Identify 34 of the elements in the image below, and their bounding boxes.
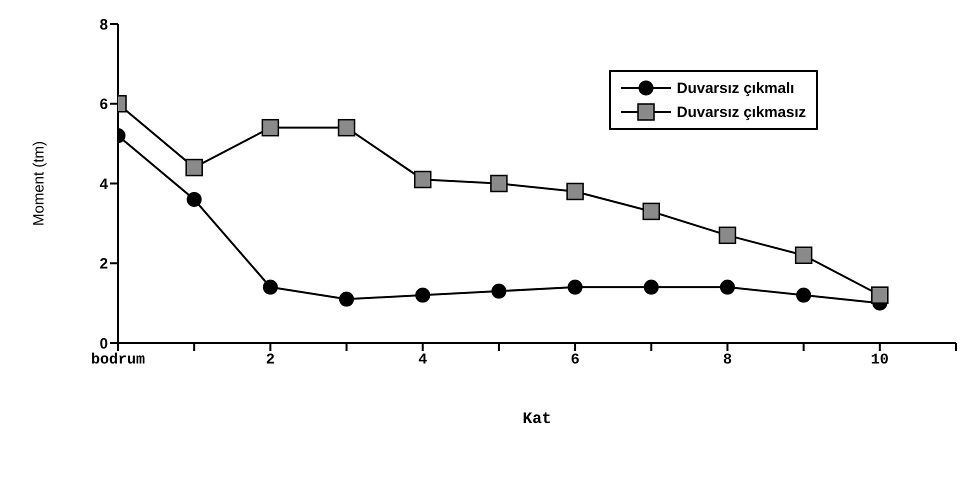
point — [491, 284, 506, 299]
legend-label: Duvarsız çıkmasız — [676, 104, 806, 120]
point — [185, 158, 203, 176]
point — [566, 182, 584, 200]
x-tick-label: 8 — [722, 352, 732, 369]
point — [796, 288, 812, 303]
y-tick-label: 4 — [100, 176, 109, 193]
point — [262, 118, 280, 136]
point — [568, 280, 583, 295]
point — [794, 246, 812, 264]
x-axis-title: Kat — [522, 410, 552, 428]
point — [186, 192, 202, 207]
y-tick-label: 8 — [100, 16, 108, 34]
point — [644, 280, 659, 295]
x-tick-label: 2 — [266, 352, 275, 369]
point — [718, 226, 736, 244]
legend-label: Duvarsız çıkmalı — [676, 80, 794, 96]
point — [720, 280, 735, 295]
point — [339, 292, 354, 307]
y-axis-title: Moment (tm) — [30, 140, 48, 226]
point — [490, 174, 508, 192]
y-tick-label: 0 — [100, 335, 108, 352]
y-tick-label: 6 — [100, 96, 108, 114]
y-tick-label: 2 — [100, 256, 108, 273]
point — [262, 280, 278, 295]
point — [642, 202, 660, 220]
point — [871, 286, 889, 304]
point — [415, 288, 430, 303]
x-tick-label: 10 — [870, 352, 889, 369]
point — [414, 170, 432, 188]
point — [338, 118, 356, 136]
x-tick-label: bodrum — [90, 352, 146, 369]
x-tick-label: 6 — [570, 352, 580, 369]
x-tick-label: 4 — [418, 352, 428, 369]
